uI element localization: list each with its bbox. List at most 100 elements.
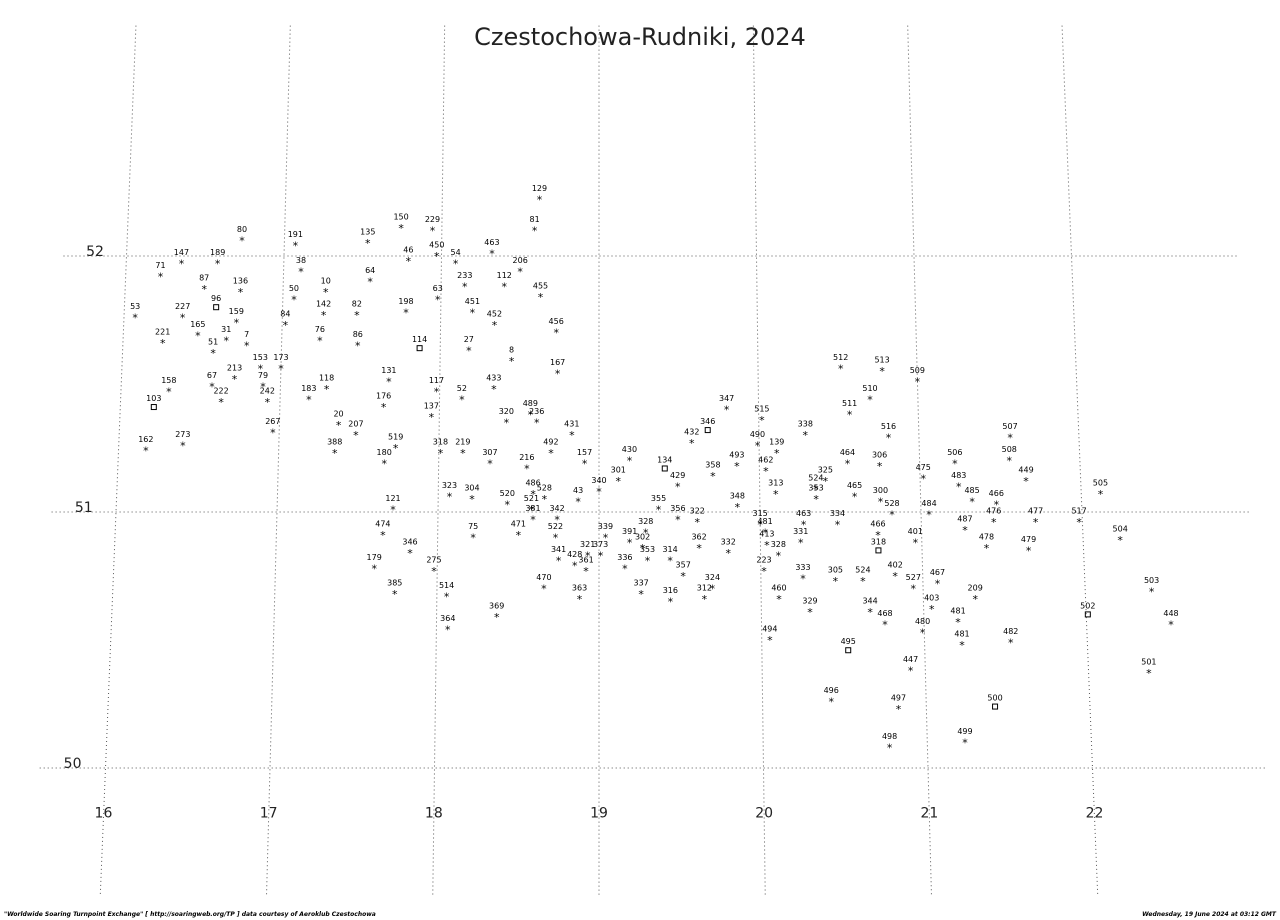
turnpoint-star: * [828, 695, 834, 708]
turnpoint-label: 117 [429, 376, 444, 385]
turnpoint-label: 483 [951, 471, 966, 480]
turnpoint-star: * [962, 524, 968, 537]
turnpoint-star: * [390, 503, 396, 516]
turnpoint-label: 209 [968, 583, 983, 592]
turnpoint-label: 84 [280, 310, 290, 319]
turnpoint-star: * [492, 319, 498, 332]
turnpoint-label: 165 [190, 320, 205, 329]
turnpoint-star: * [622, 562, 628, 575]
turnpoint-label: 432 [684, 427, 699, 436]
turnpoint-label: 312 [697, 583, 712, 592]
turnpoint-label: 314 [662, 545, 677, 554]
turnpoint-star: * [627, 455, 633, 468]
turnpoint-star: * [516, 529, 522, 542]
turnpoint-label: 520 [500, 489, 515, 498]
turnpoint-label: 121 [385, 494, 400, 503]
turnpoint-label: 479 [1021, 535, 1036, 544]
turnpoint-label: 10 [321, 276, 331, 285]
turnpoint-star: * [640, 542, 646, 555]
turnpoint-star: * [1098, 488, 1104, 501]
turnpoint-label: 485 [964, 486, 979, 495]
turnpoint-star: * [1168, 619, 1174, 632]
turnpoint-label: 318 [433, 438, 448, 447]
turnpoint-star: * [470, 306, 476, 319]
turnpoint-label: 153 [253, 353, 268, 362]
turnpoint-label: 516 [881, 422, 896, 431]
turnpoint-label: 236 [529, 407, 544, 416]
turnpoint-star: * [667, 555, 673, 568]
turnpoint-star: * [505, 498, 511, 511]
turnpoint-star: * [955, 616, 961, 629]
turnpoint-star: * [324, 383, 330, 396]
turnpoint-label: 307 [482, 448, 497, 457]
turnpoint-star: * [972, 593, 978, 606]
turnpoint-label: 339 [598, 522, 613, 531]
turnpoint-label: 528 [537, 484, 552, 493]
turnpoint-label: 524 [855, 566, 870, 575]
turnpoint-star: * [583, 565, 589, 578]
turnpoint-label: 480 [915, 617, 930, 626]
turnpoint-star: * [1117, 534, 1123, 547]
turnpoint-star: * [244, 340, 250, 353]
turnpoint-star: * [702, 593, 708, 606]
turnpoint-label: 320 [499, 407, 514, 416]
turnpoint-star: * [381, 457, 387, 470]
turnpoint-star: * [675, 480, 681, 493]
turnpoint-star: * [371, 562, 377, 575]
footer-source: "Worldwide Soaring Turnpoint Exchange" [… [4, 911, 376, 918]
turnpoint-label: 159 [229, 307, 244, 316]
turnpoint-star: * [1023, 475, 1029, 488]
turnpoint-star: * [367, 276, 373, 289]
turnpoint-star: * [293, 240, 299, 253]
turnpoint-label: 474 [375, 519, 390, 528]
turnpoint-star: * [773, 488, 779, 501]
turnpoint-star: * [643, 526, 649, 539]
turnpoint-label: 306 [872, 450, 887, 459]
turnpoint-star: * [1146, 667, 1152, 680]
turnpoint-label: 300 [873, 486, 888, 495]
turnpoint-label: 96 [211, 294, 221, 303]
turnpoint-square [704, 427, 711, 434]
turnpoint-label: 504 [1113, 525, 1128, 534]
turnpoint-label: 222 [213, 386, 228, 395]
turnpoint-label: 482 [1003, 627, 1018, 636]
turnpoint-star: * [920, 626, 926, 639]
turnpoint-label: 471 [511, 519, 526, 528]
turnpoint-star: * [447, 491, 453, 504]
turnpoint-label: 490 [750, 430, 765, 439]
turnpoint-label: 206 [513, 256, 528, 265]
turnpoint-star: * [762, 526, 768, 539]
turnpoint-label: 76 [315, 325, 325, 334]
turnpoint-label: 118 [319, 374, 334, 383]
turnpoint-star: * [627, 537, 633, 550]
turnpoint-label: 183 [301, 384, 316, 393]
turnpoint-label: 198 [398, 297, 413, 306]
turnpoint-label: 403 [924, 594, 939, 603]
turnpoint-label: 189 [210, 248, 225, 257]
turnpoint-star: * [321, 309, 327, 322]
turnpoint-star: * [1008, 637, 1014, 650]
turnpoint-star: * [160, 337, 166, 350]
turnpoint-label: 223 [756, 555, 771, 564]
turnpoint-label: 513 [874, 356, 889, 365]
turnpoint-label: 344 [862, 596, 877, 605]
turnpoint-label: 428 [567, 550, 582, 559]
turnpoint-star: * [517, 265, 523, 278]
turnpoint-label: 52 [457, 384, 467, 393]
turnpoint-label: 301 [611, 466, 626, 475]
turnpoint-star: * [298, 265, 304, 278]
turnpoint-star: * [232, 373, 238, 386]
turnpoint-star: * [218, 396, 224, 409]
turnpoint-star: * [838, 363, 844, 376]
turnpoint-star: * [755, 439, 761, 452]
turnpoint-label: 87 [199, 274, 209, 283]
turnpoint-label: 501 [1141, 658, 1156, 667]
turnpoint-star: * [835, 519, 841, 532]
turnpoint-star: * [429, 411, 435, 424]
turnpoint-label: 486 [525, 479, 540, 488]
turnpoint-label: 114 [412, 335, 427, 344]
turnpoint-label: 79 [258, 371, 268, 380]
turnpoint-label: 7 [244, 330, 249, 339]
turnpoint-label: 158 [161, 376, 176, 385]
turnpoint-star: * [638, 588, 644, 601]
